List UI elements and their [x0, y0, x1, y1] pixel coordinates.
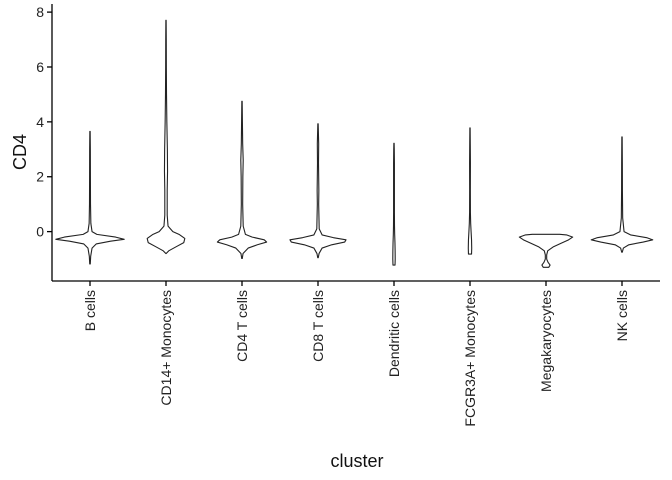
x-tick-label-nk-cells: NK cells [614, 290, 630, 341]
x-tick-label-dendritic-cells: Dendritic cells [386, 290, 402, 377]
y-tick-label: 2 [36, 169, 44, 185]
violin-b-cells [55, 130, 125, 265]
violin-cd4-t-cells [216, 100, 268, 260]
violin-layer [55, 19, 654, 268]
y-tick-label: 4 [36, 114, 44, 130]
violin-megakaryocytes [518, 233, 574, 268]
x-tick-label-fcgr3a-monocytes: FCGR3A+ Monocytes [462, 290, 478, 427]
violin-cd8-t-cells [289, 123, 347, 259]
violin-cd14-monocytes [146, 19, 186, 255]
x-tick-label-cd14-monocytes: CD14+ Monocytes [158, 290, 174, 406]
violin-dendritic-cells [392, 142, 396, 266]
violin-fcgr3a-monocytes [467, 127, 473, 255]
x-tick-label-b-cells: B cells [82, 290, 98, 331]
y-tick-label: 8 [36, 4, 44, 20]
y-axis-ticks: 0 2 4 6 8 [36, 4, 52, 240]
violin-nk-cells [590, 136, 654, 253]
y-tick-label: 0 [36, 224, 44, 240]
x-tick-label-cd8-t-cells: CD8 T cells [310, 290, 326, 362]
x-axis-title: cluster [330, 451, 383, 471]
x-tick-label-megakaryocytes: Megakaryocytes [538, 290, 554, 392]
y-axis-title: CD4 [10, 134, 30, 170]
x-axis-ticks: B cells CD14+ Monocytes CD4 T cells CD8 T c… [82, 281, 630, 427]
y-tick-label: 6 [36, 59, 44, 75]
x-tick-label-cd4-t-cells: CD4 T cells [234, 290, 250, 362]
